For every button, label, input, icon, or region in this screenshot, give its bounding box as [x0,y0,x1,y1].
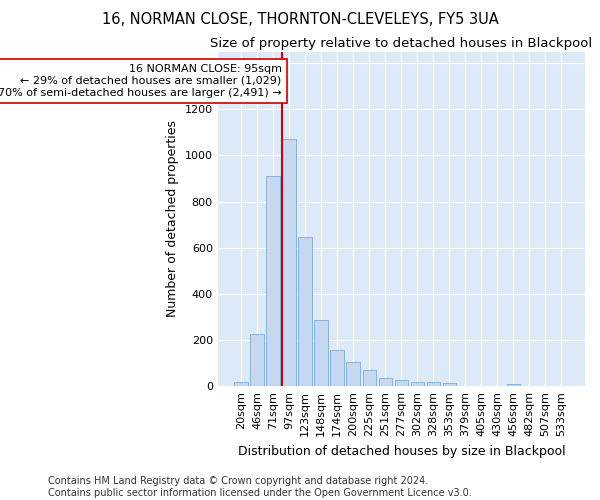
Text: Contains HM Land Registry data © Crown copyright and database right 2024.
Contai: Contains HM Land Registry data © Crown c… [48,476,472,498]
Bar [362,370,376,386]
Bar [379,378,392,386]
Y-axis label: Number of detached properties: Number of detached properties [166,120,179,318]
X-axis label: Distribution of detached houses by size in Blackpool: Distribution of detached houses by size … [238,444,565,458]
Bar [506,384,520,386]
Bar [443,382,456,386]
Bar [427,382,440,386]
Bar [298,236,312,386]
Bar [346,362,360,386]
Bar [250,334,264,386]
Bar [410,382,424,386]
Bar [283,140,296,386]
Text: 16 NORMAN CLOSE: 95sqm
← 29% of detached houses are smaller (1,029)
70% of semi-: 16 NORMAN CLOSE: 95sqm ← 29% of detached… [0,64,281,98]
Bar [266,176,280,386]
Title: Size of property relative to detached houses in Blackpool: Size of property relative to detached ho… [210,38,592,51]
Bar [395,380,408,386]
Bar [235,382,248,386]
Text: 16, NORMAN CLOSE, THORNTON-CLEVELEYS, FY5 3UA: 16, NORMAN CLOSE, THORNTON-CLEVELEYS, FY… [101,12,499,28]
Bar [331,350,344,386]
Bar [314,320,328,386]
